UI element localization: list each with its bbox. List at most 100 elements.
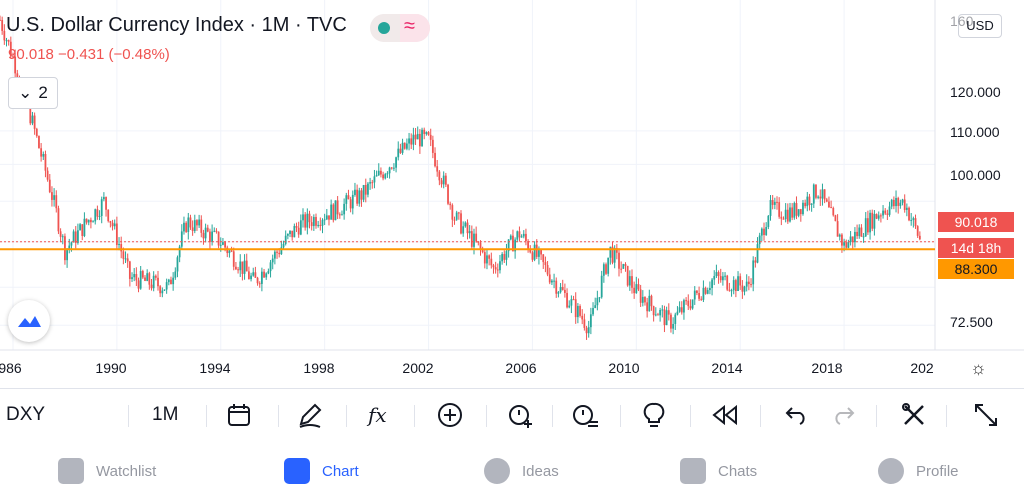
candle-body bbox=[306, 213, 309, 228]
alerts-list-icon[interactable] bbox=[570, 397, 600, 433]
divider bbox=[128, 405, 129, 427]
plus-circle-icon[interactable] bbox=[436, 397, 464, 433]
redo-icon[interactable] bbox=[830, 397, 856, 433]
nav-label: Watchlist bbox=[96, 462, 157, 480]
candle-body bbox=[83, 218, 86, 236]
candle-body bbox=[512, 235, 514, 252]
candle-body bbox=[763, 228, 765, 236]
symbol-button[interactable]: DXY bbox=[6, 404, 46, 425]
status-pill[interactable]: ≈ bbox=[370, 14, 430, 42]
candle-body bbox=[867, 218, 869, 233]
interval-button[interactable]: 1M bbox=[152, 404, 179, 425]
candle-body bbox=[265, 273, 268, 278]
price-chart[interactable] bbox=[0, 0, 1024, 390]
candle-body bbox=[594, 305, 597, 309]
candle-body bbox=[492, 265, 495, 268]
candle-body bbox=[782, 218, 785, 220]
candle-body bbox=[120, 244, 123, 252]
time-label: 986 bbox=[0, 360, 22, 376]
candle-body bbox=[717, 272, 720, 277]
nav-chats[interactable]: Chats bbox=[680, 456, 757, 486]
candle-body bbox=[343, 203, 346, 215]
candle-body bbox=[284, 235, 287, 244]
candle-body bbox=[499, 261, 501, 271]
candle-body bbox=[356, 189, 359, 204]
divider bbox=[552, 405, 553, 427]
candle-body bbox=[475, 233, 478, 242]
candle-body bbox=[222, 242, 224, 245]
candle-body bbox=[196, 220, 198, 226]
gear-icon[interactable]: ☼ bbox=[970, 358, 987, 378]
candle-body bbox=[100, 199, 103, 216]
candle-body bbox=[263, 271, 265, 278]
candle-body bbox=[148, 273, 151, 285]
replay-icon[interactable] bbox=[710, 397, 740, 433]
candle-body bbox=[444, 175, 447, 185]
candle-body bbox=[451, 205, 454, 220]
candle-body bbox=[804, 202, 807, 207]
currency-button[interactable]: USD bbox=[958, 14, 1002, 38]
candle-body bbox=[823, 189, 826, 200]
nav-profile[interactable]: Profile bbox=[878, 456, 959, 486]
nav-ideas[interactable]: Ideas bbox=[484, 456, 559, 486]
collapse-indicators-button[interactable]: ⌄ 2 bbox=[8, 77, 58, 109]
bottom-navigation: Watchlist Chart Ideas Chats Profile bbox=[0, 442, 1024, 499]
candle-body bbox=[341, 214, 343, 216]
candle-body bbox=[198, 219, 201, 226]
candle-body bbox=[557, 292, 560, 294]
candle-body bbox=[31, 115, 34, 124]
nav-chart[interactable]: Chart bbox=[284, 456, 359, 486]
candle-body bbox=[529, 249, 532, 253]
indicators-icon[interactable]: fx bbox=[368, 403, 387, 427]
candle-body bbox=[170, 279, 172, 285]
candle-body bbox=[756, 244, 759, 263]
candle-body bbox=[633, 287, 636, 294]
candle-body bbox=[438, 171, 441, 181]
tools-icon[interactable] bbox=[900, 397, 928, 433]
undo-icon[interactable] bbox=[784, 397, 810, 433]
candle-body bbox=[815, 184, 817, 198]
candle-body bbox=[371, 182, 374, 184]
horizontal-line-price-tag: 88.300 bbox=[938, 259, 1014, 279]
candle-body bbox=[302, 214, 304, 221]
candle-body bbox=[886, 213, 889, 215]
candle-body bbox=[786, 209, 789, 222]
nav-watchlist[interactable]: Watchlist bbox=[58, 456, 156, 486]
candle-body bbox=[650, 295, 653, 307]
candle-body bbox=[211, 231, 214, 243]
candle-body bbox=[176, 257, 179, 272]
candle-body bbox=[596, 297, 599, 306]
candle-body bbox=[360, 190, 363, 200]
add-alert-icon[interactable] bbox=[506, 397, 536, 433]
candle-body bbox=[46, 170, 49, 180]
candle-body bbox=[648, 295, 651, 312]
candle-body bbox=[812, 184, 815, 204]
candle-body bbox=[299, 220, 302, 235]
fullscreen-icon[interactable] bbox=[972, 397, 1000, 433]
candle-body bbox=[183, 222, 185, 232]
candle-body bbox=[96, 209, 99, 217]
candle-body bbox=[888, 206, 891, 215]
symbol-title[interactable]: U.S. Dollar Currency Index · 1M · TVC bbox=[6, 14, 347, 36]
time-label: 1998 bbox=[303, 360, 335, 376]
candle-body bbox=[453, 219, 456, 221]
candle-body bbox=[862, 236, 865, 238]
lightbulb-icon[interactable] bbox=[640, 397, 668, 433]
candle-body bbox=[884, 210, 887, 214]
candle-body bbox=[131, 277, 133, 279]
candle-body bbox=[665, 310, 668, 326]
candle-body bbox=[135, 274, 138, 281]
candle-body bbox=[239, 261, 242, 271]
candle-body bbox=[685, 300, 687, 302]
candle-body bbox=[447, 184, 449, 204]
tradingview-logo-button[interactable] bbox=[8, 300, 50, 342]
candle-body bbox=[423, 129, 426, 135]
calendar-icon[interactable] bbox=[226, 397, 254, 433]
candle-body bbox=[172, 277, 175, 285]
candle-body bbox=[693, 290, 696, 300]
candle-body bbox=[219, 244, 222, 246]
candle-body bbox=[66, 248, 68, 261]
candle-body bbox=[122, 251, 125, 259]
pen-icon[interactable] bbox=[296, 397, 324, 433]
candle-body bbox=[576, 306, 579, 318]
